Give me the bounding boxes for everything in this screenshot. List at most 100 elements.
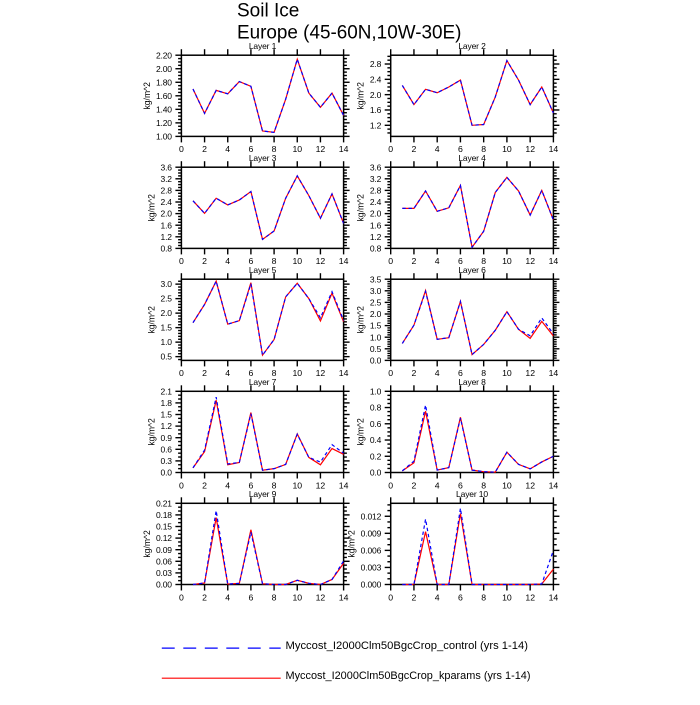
svg-text:1.20: 1.20 bbox=[156, 118, 172, 128]
svg-text:1.2: 1.2 bbox=[370, 120, 382, 130]
svg-text:10: 10 bbox=[292, 368, 302, 378]
svg-text:2: 2 bbox=[411, 480, 416, 490]
svg-text:1.0: 1.0 bbox=[370, 332, 382, 342]
svg-text:10: 10 bbox=[502, 592, 512, 602]
svg-text:0.8: 0.8 bbox=[161, 244, 173, 254]
svg-text:8: 8 bbox=[481, 368, 486, 378]
svg-text:1.40: 1.40 bbox=[156, 104, 172, 114]
svg-text:0.6: 0.6 bbox=[161, 444, 173, 454]
svg-text:12: 12 bbox=[525, 256, 535, 266]
svg-text:2: 2 bbox=[202, 592, 207, 602]
svg-text:0.2: 0.2 bbox=[370, 451, 382, 461]
svg-text:6: 6 bbox=[248, 480, 253, 490]
svg-text:3.0: 3.0 bbox=[370, 286, 382, 296]
svg-text:10: 10 bbox=[292, 592, 302, 602]
svg-text:0.18: 0.18 bbox=[156, 510, 172, 520]
svg-text:3.2: 3.2 bbox=[370, 174, 382, 184]
svg-text:Layer 1: Layer 1 bbox=[249, 41, 277, 51]
svg-text:10: 10 bbox=[292, 144, 302, 154]
svg-text:2.8: 2.8 bbox=[370, 186, 382, 196]
svg-text:kg/m^2: kg/m^2 bbox=[356, 418, 366, 445]
svg-text:1.6: 1.6 bbox=[161, 220, 173, 230]
svg-text:0.03: 0.03 bbox=[156, 568, 172, 578]
svg-text:0.12: 0.12 bbox=[156, 533, 172, 543]
svg-text:Layer 3: Layer 3 bbox=[249, 153, 277, 163]
svg-text:0.6: 0.6 bbox=[370, 419, 382, 429]
svg-text:14: 14 bbox=[549, 144, 559, 154]
svg-text:2.0: 2.0 bbox=[161, 209, 173, 219]
svg-text:1.6: 1.6 bbox=[370, 220, 382, 230]
svg-text:2.0: 2.0 bbox=[370, 209, 382, 219]
svg-text:6: 6 bbox=[458, 256, 463, 266]
svg-text:kg/m^2: kg/m^2 bbox=[146, 418, 156, 445]
svg-text:1.0: 1.0 bbox=[161, 337, 173, 347]
svg-text:12: 12 bbox=[316, 592, 326, 602]
svg-text:0.012: 0.012 bbox=[361, 511, 382, 521]
svg-text:6: 6 bbox=[458, 144, 463, 154]
svg-text:3.6: 3.6 bbox=[370, 162, 382, 172]
svg-text:14: 14 bbox=[549, 256, 559, 266]
svg-text:1.2: 1.2 bbox=[370, 232, 382, 242]
svg-text:2.0: 2.0 bbox=[370, 309, 382, 319]
svg-text:14: 14 bbox=[339, 144, 349, 154]
svg-text:Layer 7: Layer 7 bbox=[249, 377, 277, 387]
svg-text:2.0: 2.0 bbox=[161, 308, 173, 318]
svg-text:14: 14 bbox=[339, 592, 349, 602]
svg-text:14: 14 bbox=[339, 256, 349, 266]
svg-text:kg/m^2: kg/m^2 bbox=[142, 530, 152, 557]
svg-text:2.5: 2.5 bbox=[370, 298, 382, 308]
svg-text:2.8: 2.8 bbox=[370, 59, 382, 69]
svg-text:1.80: 1.80 bbox=[156, 77, 172, 87]
svg-text:2.8: 2.8 bbox=[161, 186, 173, 196]
svg-text:8: 8 bbox=[272, 480, 277, 490]
svg-text:1.5: 1.5 bbox=[370, 321, 382, 331]
svg-text:2.0: 2.0 bbox=[370, 90, 382, 100]
svg-text:6: 6 bbox=[248, 592, 253, 602]
svg-text:0.09: 0.09 bbox=[156, 545, 172, 555]
svg-text:12: 12 bbox=[316, 480, 326, 490]
svg-text:8: 8 bbox=[272, 144, 277, 154]
svg-text:14: 14 bbox=[549, 368, 559, 378]
svg-text:12: 12 bbox=[525, 144, 535, 154]
svg-text:0.06: 0.06 bbox=[156, 556, 172, 566]
svg-text:0: 0 bbox=[179, 480, 184, 490]
svg-text:0: 0 bbox=[388, 480, 393, 490]
svg-text:12: 12 bbox=[525, 480, 535, 490]
svg-text:0: 0 bbox=[388, 144, 393, 154]
svg-text:0.21: 0.21 bbox=[156, 498, 172, 508]
svg-text:1.2: 1.2 bbox=[161, 232, 173, 242]
svg-text:10: 10 bbox=[502, 480, 512, 490]
svg-text:4: 4 bbox=[435, 592, 440, 602]
svg-text:Layer 9: Layer 9 bbox=[249, 489, 277, 499]
svg-text:0: 0 bbox=[179, 144, 184, 154]
svg-text:1.8: 1.8 bbox=[161, 398, 173, 408]
svg-text:4: 4 bbox=[435, 480, 440, 490]
svg-text:Layer 4: Layer 4 bbox=[458, 153, 486, 163]
svg-text:0.5: 0.5 bbox=[370, 344, 382, 354]
svg-text:14: 14 bbox=[549, 592, 559, 602]
svg-text:2.20: 2.20 bbox=[156, 50, 172, 60]
svg-text:1.60: 1.60 bbox=[156, 91, 172, 101]
svg-text:6: 6 bbox=[248, 368, 253, 378]
svg-text:4: 4 bbox=[435, 368, 440, 378]
svg-text:0: 0 bbox=[179, 256, 184, 266]
svg-text:8: 8 bbox=[272, 368, 277, 378]
svg-text:0.00: 0.00 bbox=[156, 580, 172, 590]
svg-text:kg/m^2: kg/m^2 bbox=[146, 306, 156, 333]
svg-text:1.0: 1.0 bbox=[370, 386, 382, 396]
svg-text:12: 12 bbox=[525, 592, 535, 602]
svg-text:10: 10 bbox=[292, 480, 302, 490]
svg-text:0.006: 0.006 bbox=[361, 546, 382, 556]
svg-text:kg/m^2: kg/m^2 bbox=[356, 306, 366, 333]
svg-text:4: 4 bbox=[225, 480, 230, 490]
svg-text:2: 2 bbox=[411, 144, 416, 154]
svg-text:0.15: 0.15 bbox=[156, 522, 172, 532]
svg-text:kg/m^2: kg/m^2 bbox=[347, 530, 357, 557]
svg-text:4: 4 bbox=[225, 592, 230, 602]
svg-text:12: 12 bbox=[525, 368, 535, 378]
svg-text:6: 6 bbox=[458, 480, 463, 490]
svg-text:0: 0 bbox=[388, 592, 393, 602]
svg-text:3.6: 3.6 bbox=[161, 162, 173, 172]
svg-text:0.0: 0.0 bbox=[161, 468, 173, 478]
svg-text:kg/m^2: kg/m^2 bbox=[356, 82, 366, 109]
